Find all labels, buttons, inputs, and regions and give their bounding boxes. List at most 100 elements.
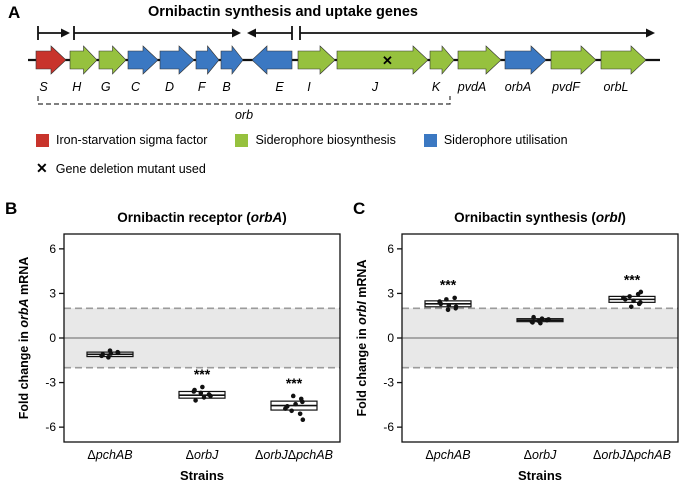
data-point: [546, 317, 551, 322]
y-tick-label: 3: [49, 286, 56, 300]
data-point: [300, 417, 306, 423]
gene-label-pvdF: pvdF: [551, 80, 581, 94]
legend-row-mutant: ✕ Gene deletion mutant used: [36, 160, 568, 177]
gene-arrow-F: [195, 45, 220, 75]
data-point: [201, 395, 207, 400]
data-point: [638, 300, 643, 305]
transcript-arrowhead-3: [646, 28, 655, 38]
gene-deletion-mark-icon: ✕: [382, 53, 393, 68]
gene-map-svg: Ornibactin synthesis and uptake genes S H G…: [28, 4, 660, 122]
data-point: [293, 401, 298, 407]
gene-label-orbL: orbL: [603, 80, 628, 94]
x-tick-label: ΔorbJ: [524, 448, 557, 462]
legend-swatch-biosynthesis-icon: [235, 133, 249, 147]
panel-label-a: A: [8, 3, 21, 22]
gene-arrow-B: [220, 45, 244, 75]
panel-label-b: B: [5, 199, 18, 218]
data-point: [191, 389, 197, 394]
x-tick-label: ΔorbJΔpchAB: [593, 448, 671, 462]
legend-label-biosynthesis: Siderophore biosynthesis: [255, 133, 396, 147]
data-point: [536, 318, 542, 324]
transcript-arrowhead-0: [61, 28, 70, 38]
y-tick-label: -3: [383, 376, 394, 390]
data-point: [193, 398, 198, 403]
gene-label-pvdA: pvdA: [457, 80, 487, 94]
gene-label-S: S: [39, 80, 48, 94]
legend-row-categories: Iron-starvation sigma factor Siderophore…: [36, 133, 568, 147]
gene-label-G: G: [101, 80, 111, 94]
data-point: [115, 350, 121, 356]
data-point: [108, 351, 114, 356]
data-point: [453, 304, 459, 310]
legend-swatch-utilisation-icon: [423, 133, 437, 147]
data-point: [289, 408, 294, 414]
y-tick-label: -3: [45, 376, 56, 390]
significance-label: ***: [286, 375, 303, 391]
y-axis-label: Fold change in orbA mRNA: [17, 257, 31, 420]
legend: Iron-starvation sigma factor Siderophore…: [36, 133, 568, 190]
data-point: [628, 304, 634, 310]
gene-label-J: J: [371, 80, 379, 94]
gene-arrow-orbL: [600, 45, 647, 75]
gene-deletion-icon: ✕: [36, 160, 48, 176]
data-point: [446, 303, 452, 308]
significance-label: ***: [194, 366, 211, 382]
data-point: [627, 294, 632, 299]
y-axis-label: Fold change in orbI mRNA: [355, 260, 369, 417]
data-point: [529, 319, 535, 324]
data-point: [106, 355, 111, 360]
x-axis-label: Strains: [180, 468, 224, 483]
data-point: [200, 384, 205, 390]
data-point: [452, 295, 457, 301]
chart-title: Ornibactin synthesis (orbI): [454, 210, 626, 225]
gene-arrow-pvdA: [457, 45, 502, 75]
panel-a-title: Ornibactin synthesis and uptake genes: [148, 4, 418, 20]
gene-arrow-C: [127, 45, 159, 75]
transcript-arrowhead-2: [247, 28, 256, 38]
gene-label-H: H: [72, 80, 82, 94]
data-point: [290, 393, 296, 399]
x-tick-label: ΔorbJΔpchAB: [255, 448, 333, 462]
y-tick-label: -6: [45, 420, 56, 434]
data-point: [638, 289, 644, 295]
x-tick-label: ΔorbJ: [186, 448, 219, 462]
data-point: [631, 298, 636, 304]
chart-title: Ornibactin receptor (orbA): [117, 210, 287, 225]
gene-label-C: C: [131, 80, 141, 94]
data-point: [621, 295, 626, 301]
gene-arrow-G: [98, 45, 127, 75]
gene-label-F: F: [198, 80, 207, 94]
gene-arrow-E: [251, 45, 293, 75]
orb-cluster-label: orb: [235, 108, 253, 122]
y-tick-label: 3: [387, 286, 394, 300]
x-tick-label: ΔpchAB: [425, 448, 470, 462]
data-point: [208, 393, 213, 399]
orb-cluster-bracket: [37, 96, 451, 105]
legend-label-utilisation: Siderophore utilisation: [443, 133, 568, 147]
data-point: [297, 411, 303, 417]
legend-item-utilisation: Siderophore utilisation: [423, 133, 568, 147]
x-axis-label: Strains: [518, 468, 562, 483]
data-point: [300, 399, 305, 405]
significance-label: ***: [624, 272, 641, 288]
y-tick-label: 6: [387, 242, 394, 256]
gene-label-E: E: [275, 80, 284, 94]
legend-label-mutant: Gene deletion mutant used: [55, 161, 206, 176]
legend-label-sigma: Iron-starvation sigma factor: [56, 133, 208, 147]
data-point: [539, 316, 545, 321]
gene-arrow-orbA: [504, 45, 547, 75]
legend-item-biosynthesis: Siderophore biosynthesis: [235, 133, 396, 147]
chart-b-svg: -6 -3 0 3 6 ΔpchAB *** ΔorbJ *** ΔorbJΔpchAB Ornib…: [17, 210, 341, 483]
data-point: [445, 307, 451, 313]
gene-arrow-I: [297, 45, 336, 75]
x-tick-label: ΔpchAB: [87, 448, 132, 462]
data-point: [198, 390, 204, 396]
gene-arrow-pvdF: [550, 45, 597, 75]
gene-arrow-D: [159, 45, 195, 75]
gene-arrow-S: [35, 45, 67, 75]
significance-label: ***: [440, 277, 457, 293]
gene-label-B: B: [222, 80, 230, 94]
data-point: [531, 314, 536, 320]
legend-item-sigma: Iron-starvation sigma factor: [36, 133, 207, 147]
y-tick-label: 6: [49, 242, 56, 256]
